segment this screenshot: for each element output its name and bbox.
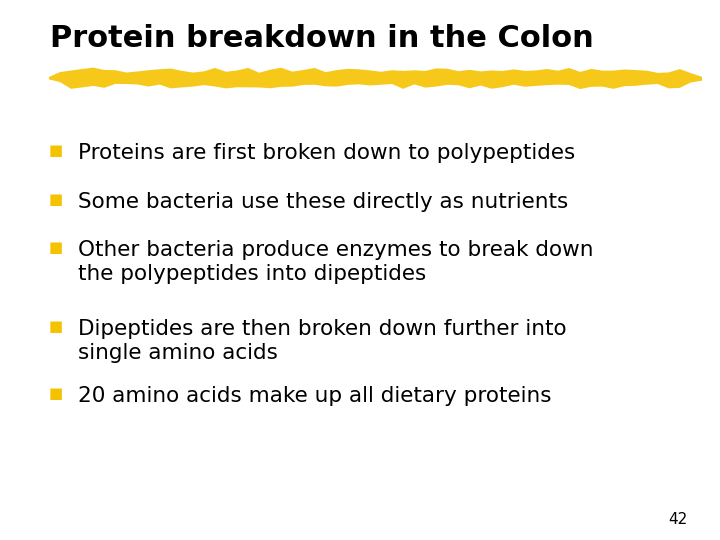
Text: Protein breakdown in the Colon: Protein breakdown in the Colon xyxy=(50,24,594,53)
Text: ■: ■ xyxy=(49,143,63,158)
Text: ■: ■ xyxy=(49,192,63,207)
Text: Proteins are first broken down to polypeptides: Proteins are first broken down to polype… xyxy=(78,143,575,163)
Text: Other bacteria produce enzymes to break down
the polypeptides into dipeptides: Other bacteria produce enzymes to break … xyxy=(78,240,593,284)
Polygon shape xyxy=(49,68,702,89)
Text: ■: ■ xyxy=(49,319,63,334)
Text: Some bacteria use these directly as nutrients: Some bacteria use these directly as nutr… xyxy=(78,192,568,212)
Text: Dipeptides are then broken down further into
single amino acids: Dipeptides are then broken down further … xyxy=(78,319,567,362)
Text: 42: 42 xyxy=(668,511,688,526)
Text: 20 amino acids make up all dietary proteins: 20 amino acids make up all dietary prote… xyxy=(78,386,552,406)
Text: ■: ■ xyxy=(49,386,63,401)
Text: ■: ■ xyxy=(49,240,63,255)
